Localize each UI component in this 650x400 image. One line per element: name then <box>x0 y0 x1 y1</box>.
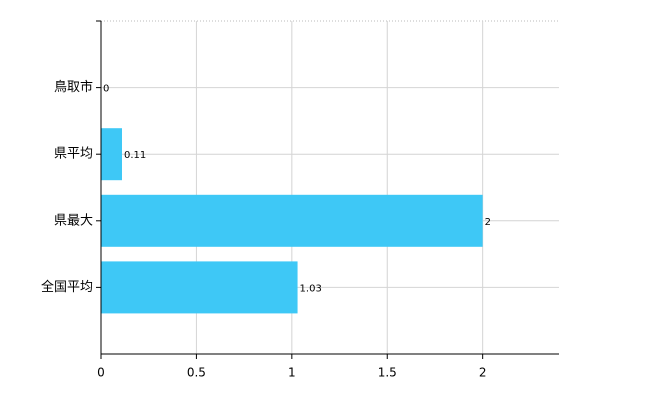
bar <box>101 261 298 314</box>
bar <box>101 128 122 181</box>
value-label: 0 <box>103 84 109 95</box>
x-tick-label: 2 <box>479 366 487 380</box>
x-tick-label: 0 <box>97 366 105 380</box>
value-label: 2 <box>485 217 491 228</box>
y-tick-label: 鳥取市 <box>54 79 93 95</box>
value-label: 1.03 <box>300 283 322 294</box>
y-tick-label: 全国平均 <box>41 279 93 295</box>
x-tick-label: 0.5 <box>187 366 206 380</box>
value-label: 0.11 <box>124 150 146 161</box>
y-tick-label: 県平均 <box>54 147 93 162</box>
x-tick-label: 1 <box>288 366 296 380</box>
x-tick-label: 1.5 <box>378 366 397 380</box>
y-tick-label: 県最大 <box>54 213 93 228</box>
bar <box>101 194 483 247</box>
